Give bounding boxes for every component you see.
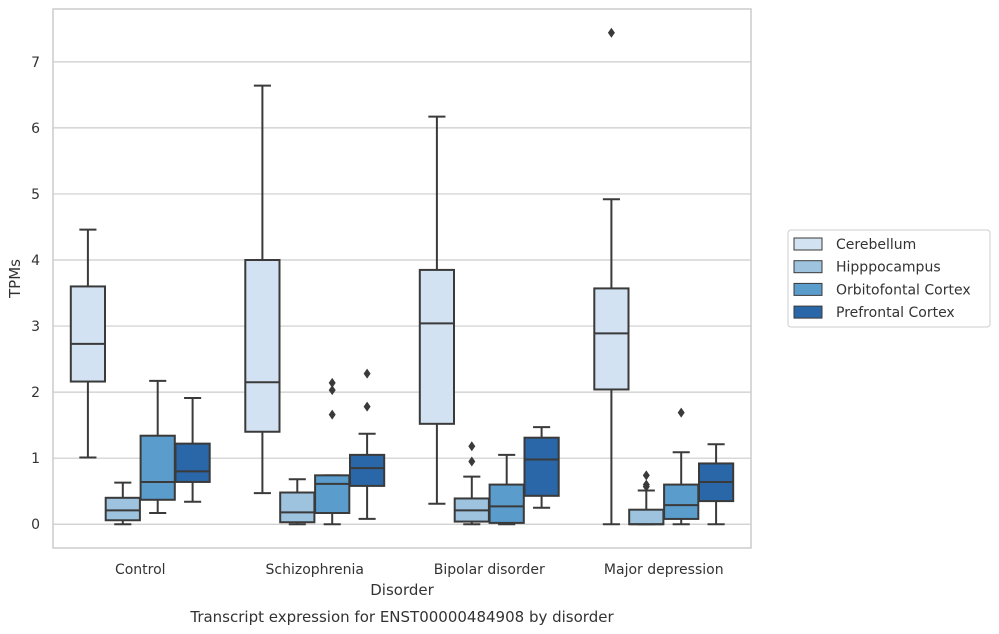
box bbox=[104, 496, 141, 522]
outlier-point bbox=[328, 377, 336, 388]
box-1-2 bbox=[314, 377, 351, 526]
box bbox=[279, 491, 316, 524]
outlier-point bbox=[607, 27, 615, 38]
box-0-3 bbox=[174, 397, 211, 503]
y-tick-labels: 0 1 2 3 4 5 6 7 bbox=[31, 55, 40, 533]
y-axis-label: TPMs bbox=[6, 259, 24, 299]
box-2-2 bbox=[488, 453, 525, 526]
legend-label: Orbitofontal Cortex bbox=[836, 282, 971, 298]
box bbox=[139, 434, 176, 501]
box-0-0 bbox=[69, 228, 107, 459]
outlier-point bbox=[468, 456, 476, 467]
x-tick-label: Major depression bbox=[604, 562, 724, 578]
y-tick-label: 2 bbox=[31, 385, 40, 401]
box-1-1 bbox=[279, 478, 316, 526]
outlier-point bbox=[363, 401, 371, 412]
box bbox=[593, 287, 630, 391]
y-tick-label: 4 bbox=[31, 253, 40, 269]
outlier-point bbox=[328, 385, 336, 396]
outlier-point bbox=[642, 479, 650, 490]
box bbox=[663, 483, 700, 520]
box-3-0 bbox=[593, 27, 630, 526]
box bbox=[244, 259, 281, 433]
box bbox=[174, 442, 211, 483]
y-tick-label: 6 bbox=[31, 121, 40, 137]
box-1-0 bbox=[244, 84, 281, 495]
box-2-1 bbox=[453, 441, 490, 526]
outlier-point bbox=[363, 368, 371, 379]
box bbox=[628, 508, 665, 526]
outlier-point bbox=[328, 409, 336, 420]
box-0-2 bbox=[139, 379, 176, 514]
box-3-1 bbox=[628, 470, 665, 526]
box bbox=[69, 285, 107, 383]
box bbox=[418, 268, 456, 425]
legend-swatch bbox=[793, 282, 823, 296]
x-tick-label: Control bbox=[115, 562, 166, 578]
box bbox=[523, 436, 560, 497]
legend-label: Cerebellum bbox=[836, 237, 916, 253]
chart-caption: Transcript expression for ENST0000048490… bbox=[189, 608, 614, 626]
box bbox=[488, 483, 525, 524]
legend: Cerebellum Hipppocampus Orbitofontal Corte… bbox=[787, 229, 991, 328]
y-tick-label: 5 bbox=[31, 187, 40, 203]
legend-label: Prefrontal Cortex bbox=[836, 305, 955, 321]
box bbox=[314, 474, 351, 514]
plot-frame bbox=[52, 8, 752, 549]
legend-swatch bbox=[793, 305, 823, 319]
y-tick-label: 0 bbox=[31, 517, 40, 533]
box bbox=[348, 453, 386, 487]
y-tick-label: 7 bbox=[31, 55, 40, 71]
outlier-point bbox=[642, 470, 650, 481]
box-plots bbox=[69, 27, 735, 526]
box-3-2 bbox=[663, 407, 700, 526]
legend-swatch bbox=[793, 237, 823, 251]
box-3-3 bbox=[697, 443, 735, 526]
legend-swatch bbox=[793, 260, 823, 274]
outlier-point bbox=[677, 407, 685, 418]
box-2-0 bbox=[418, 115, 456, 505]
x-tick-label: Bipolar disorder bbox=[434, 562, 545, 578]
box-0-1 bbox=[104, 481, 141, 526]
x-tick-labels: Control Schizophrenia Bipolar disorder Majo… bbox=[115, 562, 724, 578]
x-tick-label: Schizophrenia bbox=[266, 562, 364, 578]
box-1-3 bbox=[348, 368, 386, 520]
legend-frame bbox=[787, 229, 991, 328]
x-axis-label: Disorder bbox=[370, 581, 434, 599]
y-tick-label: 1 bbox=[31, 451, 40, 467]
legend-label: Hipppocampus bbox=[836, 260, 941, 276]
box-2-3 bbox=[523, 426, 560, 509]
outlier-point bbox=[468, 441, 476, 452]
y-tick-label: 3 bbox=[31, 319, 40, 335]
